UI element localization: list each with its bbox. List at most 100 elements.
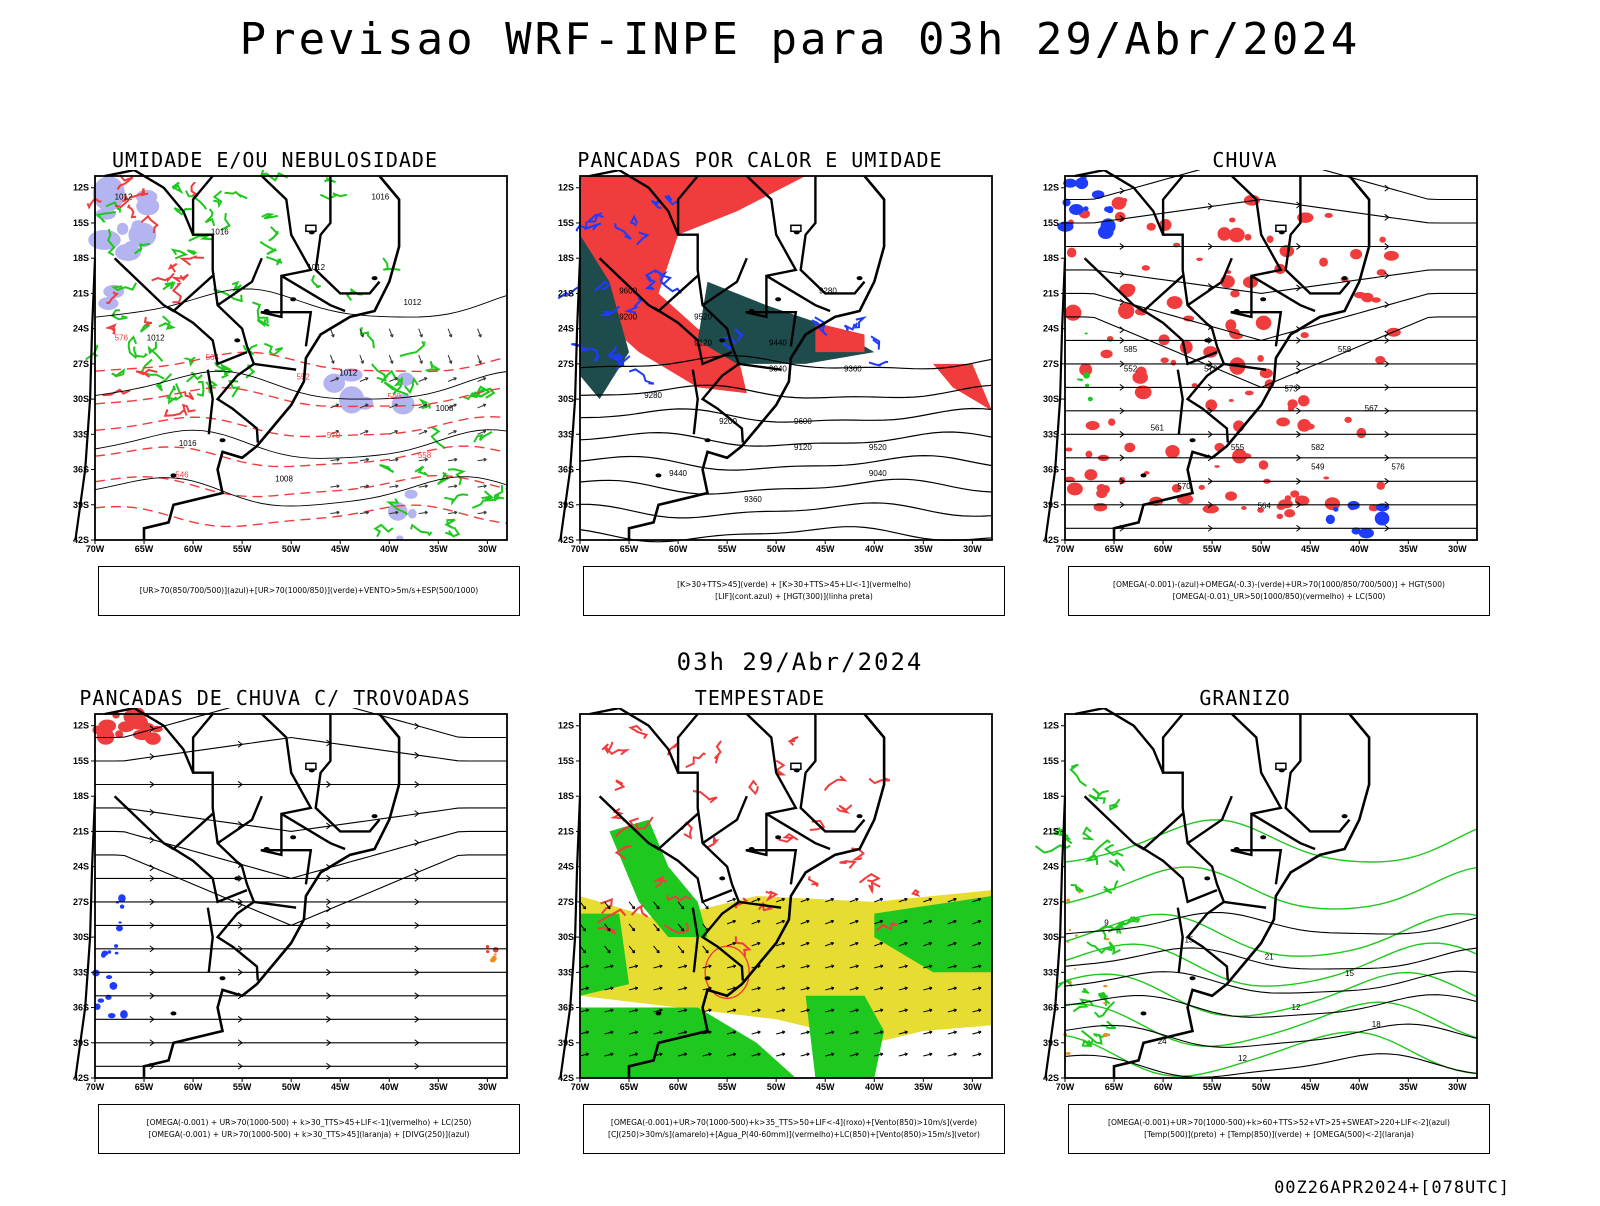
humidity-contour-green — [187, 250, 195, 254]
storm-area-red — [486, 950, 489, 953]
wind-vector — [425, 485, 428, 486]
rain-area-red — [1225, 491, 1237, 500]
rain-area-red — [1084, 469, 1097, 480]
pressure-contour — [95, 477, 507, 506]
lat-label: 36S — [73, 465, 89, 475]
legend-box: [OMEGA(-0.001)+UR>70(1000-500)+k>35_TTS>… — [583, 1104, 1005, 1154]
contour-label: 9360 — [744, 495, 762, 504]
thickness-contour — [95, 505, 507, 526]
wind-vector — [954, 1053, 957, 1054]
precip-water-contour — [631, 726, 647, 739]
wind-vector — [484, 485, 487, 486]
temp850-contour — [1098, 926, 1113, 939]
lat-label: 27S — [73, 897, 89, 907]
lat-label: 21S — [558, 288, 574, 298]
lat-label: 33S — [73, 967, 89, 977]
lat-label: 27S — [1043, 897, 1059, 907]
contour-label: 9440 — [769, 339, 787, 348]
lat-label: 33S — [558, 967, 574, 977]
rain-area-red — [1167, 296, 1183, 309]
lat-label: 27S — [1043, 359, 1059, 369]
rain-area-red — [1085, 451, 1092, 458]
lon-label: 40W — [865, 1082, 884, 1092]
contour-label: 9440 — [669, 469, 687, 478]
wind-vector — [708, 950, 709, 953]
humidity-contour-green — [260, 242, 276, 254]
rain-area-red — [1124, 443, 1135, 453]
rain-area-red — [1323, 476, 1329, 479]
lake — [264, 847, 270, 851]
contour-label: 21 — [1265, 952, 1274, 961]
lat-label: 12S — [558, 183, 574, 193]
temp850-contour — [1065, 1032, 1477, 1076]
divergence-blue — [102, 951, 109, 956]
lake — [372, 814, 378, 818]
divergence-blue — [120, 905, 125, 909]
border-line — [1224, 902, 1266, 908]
contour-label: 549 — [1311, 463, 1325, 472]
humidity-contour-green — [206, 209, 215, 226]
lake — [655, 473, 661, 477]
stream-arrow — [150, 837, 154, 843]
lat-label: 30S — [73, 394, 89, 404]
divergence-blue — [108, 1013, 116, 1018]
lake — [1260, 297, 1266, 301]
wind-vector — [484, 458, 487, 459]
humidity-blob-blue — [405, 490, 418, 499]
stream-arrow — [1385, 185, 1389, 191]
lon-label: 60W — [1154, 1082, 1173, 1092]
storm-area-red — [98, 719, 116, 732]
humidity-contour-green — [269, 227, 278, 241]
lat-label: 39S — [1043, 1038, 1059, 1048]
border-line — [115, 258, 213, 311]
border-line — [1085, 796, 1183, 849]
temp850-contour — [1110, 799, 1119, 809]
divergence-blue — [118, 894, 126, 902]
border-line — [1178, 370, 1183, 435]
thickness-contour — [95, 446, 507, 467]
lake — [719, 338, 725, 342]
lat-label: 18S — [73, 791, 89, 801]
lat-label: 12S — [1043, 183, 1059, 193]
wind-vector — [683, 950, 684, 953]
omega-area-orange — [1075, 934, 1078, 936]
map-base — [1045, 170, 1369, 540]
wind-vector — [484, 511, 487, 512]
wind-vector — [337, 511, 340, 512]
lon-label: 65W — [620, 544, 639, 554]
lon-label: 70W — [571, 1082, 590, 1092]
humidity-contour-green — [383, 258, 400, 270]
rain-area-red — [1325, 213, 1333, 218]
omega-area-orange — [1103, 1033, 1109, 1037]
humidity-contour-green — [446, 520, 455, 529]
rain-area-red — [1277, 514, 1284, 519]
omega-area-orange — [1066, 1052, 1071, 1055]
contour-label: 1016 — [371, 192, 389, 201]
lat-label: 24S — [73, 862, 89, 872]
lon-label: 70W — [1056, 1082, 1075, 1092]
lat-label: 39S — [1043, 500, 1059, 510]
lon-label: 45W — [816, 1082, 835, 1092]
lat-label: 18S — [558, 791, 574, 801]
contour-label: 9520 — [694, 313, 712, 322]
stream-arrow — [1120, 327, 1124, 333]
border-line — [261, 850, 311, 884]
border-line — [254, 902, 296, 908]
lat-label: 30S — [558, 932, 574, 942]
map-base — [1045, 708, 1369, 1078]
lake — [749, 847, 755, 851]
border-line — [1139, 846, 1217, 902]
legend-line-1: [K>30+TTS>45](verde) + [K>30+TTS>45+LI<-… — [677, 579, 911, 591]
wind-vector — [634, 950, 635, 953]
rain-area-red — [1205, 399, 1217, 410]
precip-water-contour — [779, 834, 798, 842]
lat-label: 24S — [1043, 862, 1059, 872]
wind-vector — [708, 906, 709, 909]
lat-label: 24S — [1043, 324, 1059, 334]
rain-area-red — [1357, 428, 1367, 438]
lat-label: 15S — [73, 218, 89, 228]
contour-red — [169, 264, 177, 272]
rain-area-red — [1257, 355, 1264, 362]
